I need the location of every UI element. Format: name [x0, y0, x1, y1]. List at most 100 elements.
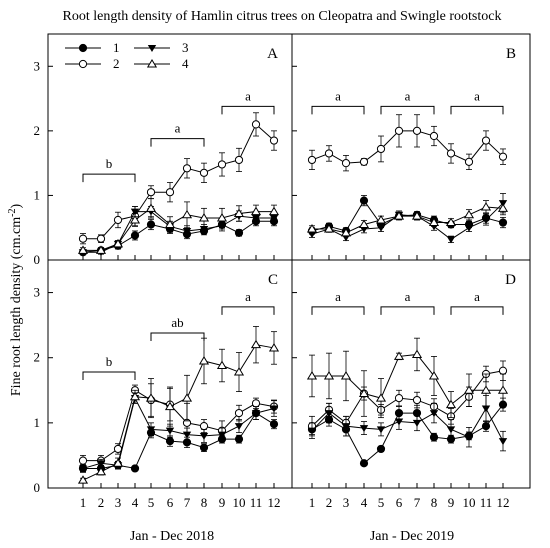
marker-series-4 [145, 393, 157, 402]
significance-bracket [221, 105, 275, 115]
marker-series-2 [429, 131, 439, 141]
marker-series-3 [429, 410, 439, 418]
marker-series-2 [376, 144, 386, 154]
panel-frame [291, 259, 531, 489]
x-tick-label: 10 [233, 495, 246, 510]
y-tick-label: 3 [34, 58, 41, 73]
x-tick-label: 9 [448, 495, 455, 510]
legend-entry-4: 4 [134, 56, 189, 71]
series-line [311, 202, 504, 240]
significance-bracket [82, 371, 136, 381]
marker-series-2 [341, 159, 351, 168]
marker-series-3 [446, 236, 456, 244]
marker-series-4 [95, 245, 107, 254]
significance-letter: b [106, 156, 113, 171]
marker-series-4 [323, 224, 335, 233]
marker-series-4 [233, 208, 245, 218]
x-tick-label: 2 [98, 495, 105, 510]
marker-series-1 [234, 228, 244, 237]
series-line [311, 370, 504, 427]
marker-series-3 [464, 224, 474, 232]
marker-series-4 [233, 367, 245, 376]
marker-series-4 [268, 342, 280, 352]
marker-series-2 [182, 164, 192, 173]
marker-series-4 [411, 349, 423, 358]
marker-series-4 [146, 59, 158, 68]
x-tick-label: 1 [309, 495, 316, 510]
marker-series-2 [146, 188, 156, 197]
panel-label: B [506, 46, 516, 62]
significance-letter: a [405, 88, 411, 103]
series-line [312, 206, 504, 234]
marker-series-1 [146, 220, 156, 229]
marker-series-4 [129, 391, 141, 401]
series-4 [306, 200, 509, 237]
x-tick-label: 8 [201, 495, 208, 510]
marker-series-3 [376, 426, 386, 434]
marker-series-4 [250, 339, 262, 349]
significance-bracket [450, 105, 504, 115]
marker-series-3 [394, 418, 404, 426]
marker-series-3 [498, 438, 508, 446]
x-tick-label: 11 [250, 495, 263, 510]
marker-series-4 [463, 209, 475, 219]
y-tick-label: 3 [34, 285, 41, 300]
marker-series-2 [78, 234, 88, 243]
marker-series-4 [77, 245, 89, 254]
series-3 [78, 392, 279, 473]
legend-entry-1: 1 [65, 40, 120, 55]
marker-series-2 [464, 157, 474, 166]
marker-series-4 [323, 370, 335, 380]
marker-series-4 [445, 399, 457, 409]
series-line [312, 353, 503, 406]
x-tick-label: 8 [431, 495, 438, 510]
legend-label: 1 [113, 40, 120, 55]
significance-letter: b [106, 354, 113, 369]
marker-series-1 [429, 433, 439, 442]
y-tick-label: 1 [34, 415, 41, 430]
marker-series-2 [251, 120, 261, 129]
series-1 [78, 406, 279, 473]
x-tick-label: 7 [184, 495, 191, 510]
series-4 [77, 326, 280, 484]
x-tick-label: 3 [343, 495, 350, 510]
marker-series-3 [199, 432, 209, 440]
series-line [83, 389, 275, 462]
marker-series-3 [269, 215, 279, 223]
marker-series-2 [251, 399, 261, 408]
y-axis-label: Fine root length density (cm.cm-2) [7, 204, 24, 397]
x-tick-label: 4 [132, 495, 139, 510]
marker-series-2 [96, 234, 106, 243]
significance-letter: a [474, 88, 480, 103]
marker-series-3 [217, 431, 227, 439]
marker-series-4 [129, 214, 141, 224]
significance-letter: ab [171, 315, 183, 330]
marker-series-4 [340, 370, 352, 380]
marker-series-3 [251, 215, 261, 223]
marker-series-1 [359, 459, 369, 468]
marker-series-2 [394, 394, 404, 403]
marker-series-4 [164, 219, 176, 228]
series-3 [307, 395, 508, 452]
marker-series-3 [146, 426, 156, 434]
marker-series-4 [375, 393, 387, 402]
marker-series-3 [234, 423, 244, 431]
series-2 [78, 112, 279, 245]
x-tick-label: 11 [480, 495, 493, 510]
marker-series-2 [269, 136, 279, 145]
series-1 [307, 397, 508, 468]
marker-series-4 [428, 217, 440, 227]
y-tick-label: 2 [34, 350, 41, 365]
marker-series-2 [498, 366, 508, 375]
series-line [82, 220, 274, 253]
series-2 [307, 114, 508, 172]
y-tick-label: 2 [34, 123, 41, 138]
marker-series-3 [182, 227, 192, 235]
marker-series-4 [358, 388, 370, 398]
panel-label: A [267, 46, 278, 62]
marker-series-1 [498, 218, 508, 227]
significance-bracket [380, 306, 435, 315]
marker-series-2 [446, 149, 456, 158]
